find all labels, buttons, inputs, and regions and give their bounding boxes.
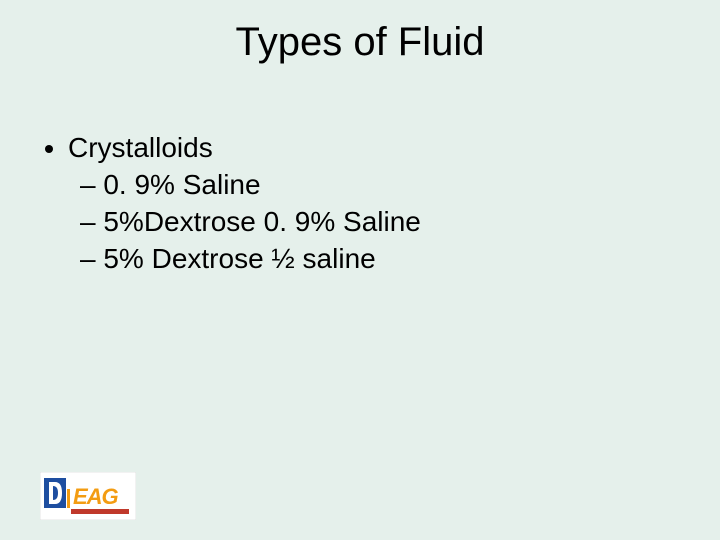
bullet-list: Crystalloids – 0. 9% Saline – 5%Dextrose…	[40, 130, 680, 276]
sub-item: – 0. 9% Saline	[80, 167, 680, 202]
sub-item: – 5%Dextrose 0. 9% Saline	[80, 204, 680, 239]
bullet-item: Crystalloids – 0. 9% Saline – 5%Dextrose…	[68, 130, 680, 276]
eag-logo: EAG	[40, 472, 136, 520]
sub-item: – 5% Dextrose ½ saline	[80, 241, 680, 276]
svg-text:EAG: EAG	[73, 484, 119, 509]
slide-content: Crystalloids – 0. 9% Saline – 5%Dextrose…	[40, 130, 680, 278]
sub-list: – 0. 9% Saline – 5%Dextrose 0. 9% Saline…	[68, 167, 680, 276]
bullet-text: Crystalloids	[68, 132, 213, 163]
slide-title: Types of Fluid	[0, 20, 720, 65]
